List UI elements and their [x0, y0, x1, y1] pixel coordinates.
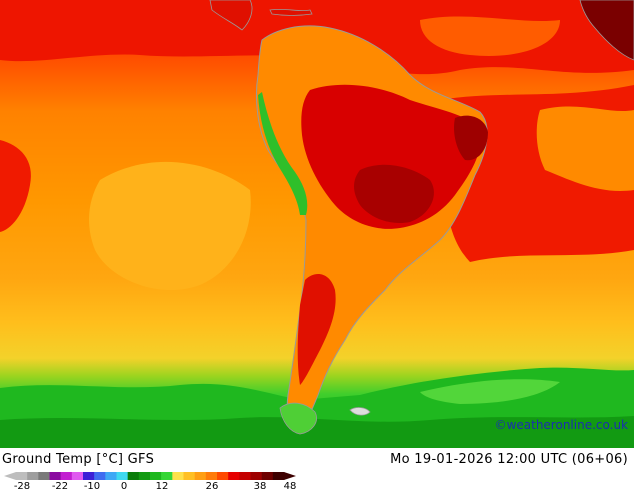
footer-bar — [0, 448, 634, 490]
legend-tick-label: 38 — [253, 481, 267, 492]
legend-swatch — [239, 472, 251, 480]
map-title: Ground Temp [°C] GFS — [2, 452, 155, 467]
legend-swatch — [172, 472, 184, 480]
caribbean-islands — [269, 9, 313, 16]
atlantic-orange-core — [536, 106, 634, 191]
color-legend — [4, 472, 296, 480]
legend-high-arrow — [284, 472, 296, 480]
credit-link[interactable]: ©weatheronline.co.uk — [494, 418, 628, 432]
legend-swatch — [94, 472, 106, 480]
legend-swatch — [228, 472, 240, 480]
legend-tick-label: -22 — [51, 481, 69, 492]
legend-swatch — [16, 472, 28, 480]
tierra-del-fuego — [279, 402, 317, 435]
brazil-dark-red — [354, 164, 434, 224]
temperature-map — [0, 0, 634, 448]
legend-swatch — [261, 472, 274, 480]
legend-swatch — [83, 472, 95, 480]
legend-swatch — [60, 472, 73, 480]
legend-swatch — [116, 472, 128, 480]
run-info: Mo 19-01-2026 12:00 UTC (06+06) — [390, 452, 628, 467]
legend-swatch — [161, 472, 173, 480]
legend-swatch — [38, 472, 50, 480]
legend-tick-label: 48 — [283, 481, 297, 492]
pacific-yellow-pool — [88, 161, 251, 291]
legend-tick-label: 0 — [120, 481, 128, 492]
andes-green-strip — [258, 92, 308, 215]
central-america — [209, 0, 253, 31]
legend-tick-label: -28 — [13, 481, 31, 492]
legend-swatch — [49, 472, 61, 480]
legend-swatch — [250, 472, 262, 480]
legend-swatch — [272, 472, 285, 480]
legend-tick-label: -10 — [83, 481, 101, 492]
legend-swatch — [105, 472, 117, 480]
northeast-brazil-dark — [454, 115, 488, 161]
southern-light-green — [420, 379, 560, 404]
legend-low-arrow — [4, 472, 16, 480]
falkland-islands — [349, 407, 371, 416]
southern-dark-green — [0, 416, 634, 448]
legend-swatch — [183, 472, 195, 480]
legend-swatch — [194, 472, 207, 480]
north-atlantic-orange — [420, 16, 560, 56]
legend-swatch — [27, 472, 39, 480]
legend-tick-label: 26 — [205, 481, 219, 492]
legend-swatch — [138, 472, 151, 480]
amazon-hot-core — [301, 84, 481, 229]
legend-swatch — [127, 472, 140, 480]
legend-swatch — [205, 472, 218, 480]
africa-corner — [579, 0, 634, 61]
legend-tick-label: 12 — [155, 481, 169, 492]
legend-swatch — [150, 472, 162, 480]
legend-swatch — [217, 472, 229, 480]
legend-swatch — [71, 472, 84, 480]
patagonia-red — [297, 274, 336, 385]
pacific-red-patch — [0, 140, 31, 232]
